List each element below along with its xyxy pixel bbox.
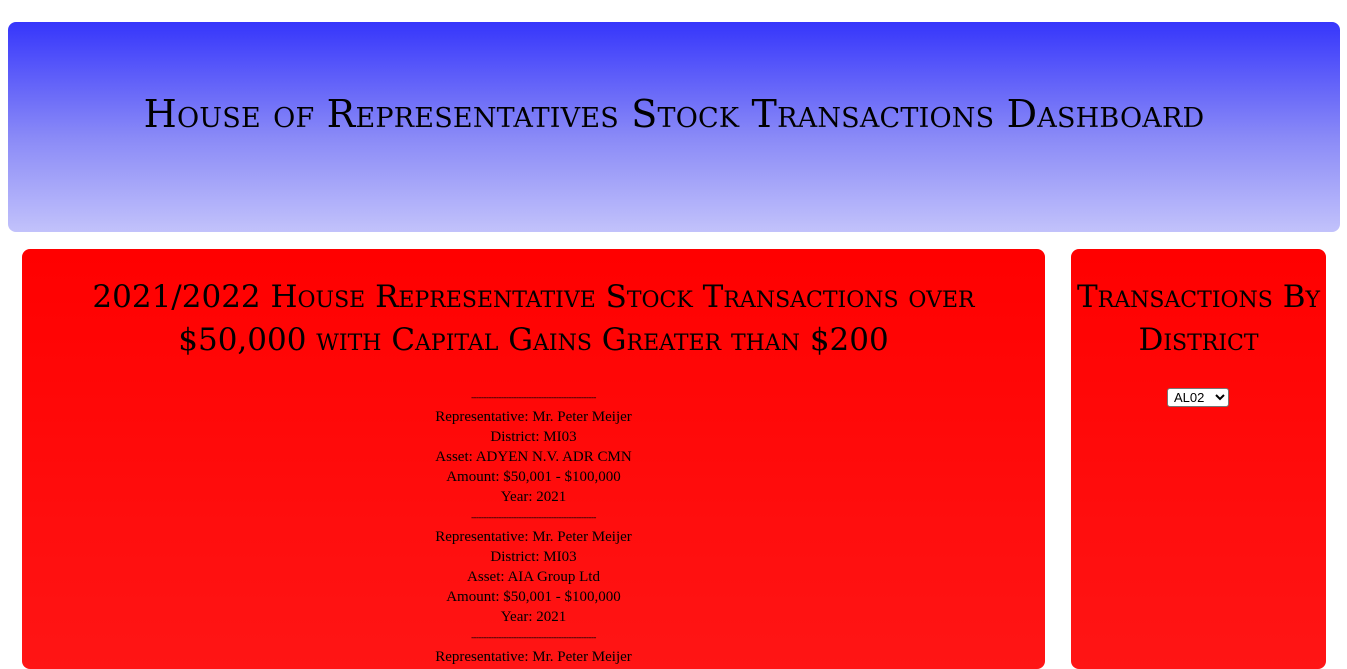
transaction-district: District: MI03 [490, 429, 577, 445]
transaction-item: Representative: Mr. Peter Meijer Distric… [22, 527, 1045, 627]
dashboard-header: House of Representatives Stock Transacti… [8, 22, 1340, 232]
transactions-panel-title: 2021/2022 House Representative Stock Tra… [92, 279, 975, 358]
transaction-item: Representative: Mr. Peter Meijer Distric… [22, 407, 1045, 507]
transaction-item: Representative: Mr. Peter Meijer [22, 647, 1045, 667]
transactions-panel: 2021/2022 House Representative Stock Tra… [22, 249, 1045, 669]
transaction-year: Year: 2021 [500, 489, 567, 505]
transaction-asset: Asset: AIA Group Ltd [467, 569, 600, 585]
transaction-representative: Representative: Mr. Peter Meijer [435, 649, 632, 665]
district-panel-title: Transactions By District [1076, 279, 1321, 358]
transaction-list: ----------------------------------------… [22, 387, 1045, 667]
transaction-asset: Asset: ADYEN N.V. ADR CMN [435, 449, 632, 465]
transaction-year: Year: 2021 [500, 609, 567, 625]
district-select[interactable]: AL02 [1167, 388, 1229, 407]
page-title: House of Representatives Stock Transacti… [143, 92, 1205, 136]
transaction-amount: Amount: $50,001 - $100,000 [446, 589, 621, 605]
transaction-representative: Representative: Mr. Peter Meijer [435, 409, 632, 425]
transaction-divider: ----------------------------------------… [471, 632, 596, 642]
transaction-amount: Amount: $50,001 - $100,000 [446, 469, 621, 485]
transaction-divider: ----------------------------------------… [471, 512, 596, 522]
district-panel: Transactions By District AL02 [1071, 249, 1326, 669]
transaction-district: District: MI03 [490, 549, 577, 565]
transaction-representative: Representative: Mr. Peter Meijer [435, 529, 632, 545]
transaction-divider: ----------------------------------------… [471, 392, 596, 402]
